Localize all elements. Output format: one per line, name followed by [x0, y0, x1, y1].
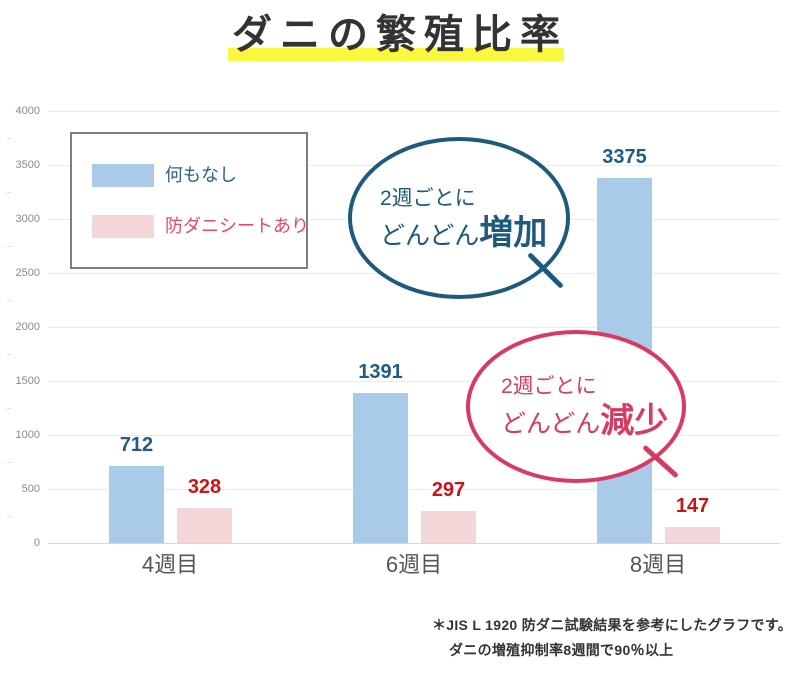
legend-item-no-treatment: 何もなし [92, 164, 306, 187]
y-axis-minor-tick [7, 300, 11, 301]
decrease-bubble-emphasis: 減少 [600, 402, 669, 440]
y-axis-tick-label: 0 [33, 537, 40, 549]
y-axis-tick-label: 3000 [15, 213, 40, 225]
value-label-147: 147 [675, 495, 710, 517]
bar-anti-mite-sheet-4週目 [177, 508, 232, 543]
footnote: ＊JIS L 1920 防ダニ試験結果を参考にしたグラフです。 ダニの増殖抑制率… [432, 613, 792, 663]
increase-bubble-line1: 2週ごとに [380, 186, 476, 210]
title-container: ダニの繁殖比率 [0, 12, 800, 61]
legend-label-no-treatment: 何もなし [165, 165, 237, 185]
x-axis-label-8週目: 8週目 [629, 552, 687, 577]
gridline-y-500 [48, 488, 780, 490]
gridline-y-4000 [48, 110, 780, 112]
y-axis-tick-label: 500 [21, 483, 40, 495]
value-label-328: 328 [187, 476, 222, 498]
y-axis-tick-label: 3500 [15, 159, 40, 171]
decrease-bubble-line1: 2週ごとに [501, 375, 597, 398]
legend-swatch-blue [92, 164, 154, 187]
legend-label-anti-mite-sheet: 防ダニシートあり [165, 216, 309, 236]
gridline-y-2000 [48, 326, 780, 328]
y-axis-minor-tick [7, 246, 11, 247]
decrease-bubble-prefix: どんどん [501, 410, 601, 438]
y-axis-tick-label: 1000 [15, 429, 40, 441]
y-axis-tick-label: 4000 [15, 105, 40, 117]
value-label-712: 712 [119, 434, 154, 456]
increase-bubble-prefix: どんどん [380, 221, 480, 250]
value-label-1391: 1391 [358, 361, 403, 383]
y-axis-tick-label: 2500 [15, 267, 40, 279]
x-axis-label-6週目: 6週目 [385, 552, 443, 577]
y-axis-tick-label: 2000 [15, 321, 40, 333]
bar-no-treatment-4週目 [109, 466, 164, 543]
increase-bubble-line2: どんどん 増加 [380, 215, 566, 252]
y-axis-minor-tick [7, 192, 11, 193]
footnote-line1: ＊JIS L 1920 防ダニ試験結果を参考にしたグラフです。 [431, 617, 792, 633]
decrease-bubble-line2: どんどん 減少 [501, 403, 682, 440]
value-label-297: 297 [431, 479, 466, 501]
legend-item-anti-mite-sheet: 防ダニシートあり [92, 215, 309, 238]
bar-no-treatment-6週目 [353, 393, 408, 543]
y-axis-minor-tick [7, 516, 11, 517]
y-axis-minor-tick [7, 408, 11, 409]
gridline-y-1000 [48, 434, 780, 436]
y-axis-minor-tick [7, 138, 11, 139]
increase-bubble-emphasis: 増加 [479, 213, 548, 252]
x-axis-label-4週目: 4週目 [141, 552, 199, 577]
legend-swatch-pink [92, 215, 154, 238]
bar-anti-mite-sheet-6週目 [421, 511, 476, 543]
footnote-line2: ダニの増殖抑制率8週間で90％以上 [448, 642, 674, 658]
page-title: ダニの繁殖比率 [228, 13, 568, 61]
gridline-y-0 [48, 542, 780, 544]
y-axis-minor-tick [7, 354, 11, 355]
bar-anti-mite-sheet-8週目 [665, 527, 720, 543]
legend: 何もなし 防ダニシートあり [70, 132, 309, 269]
y-axis-minor-tick [7, 462, 11, 463]
gridline-y-1500 [48, 380, 780, 382]
y-axis-tick-label: 1500 [15, 375, 40, 387]
increase-annotation-bubble: 2週ごとに どんどん 増加 [348, 137, 570, 299]
decrease-annotation-bubble: 2週ごとに どんどん 減少 [466, 330, 686, 483]
value-label-3375: 3375 [602, 146, 647, 168]
